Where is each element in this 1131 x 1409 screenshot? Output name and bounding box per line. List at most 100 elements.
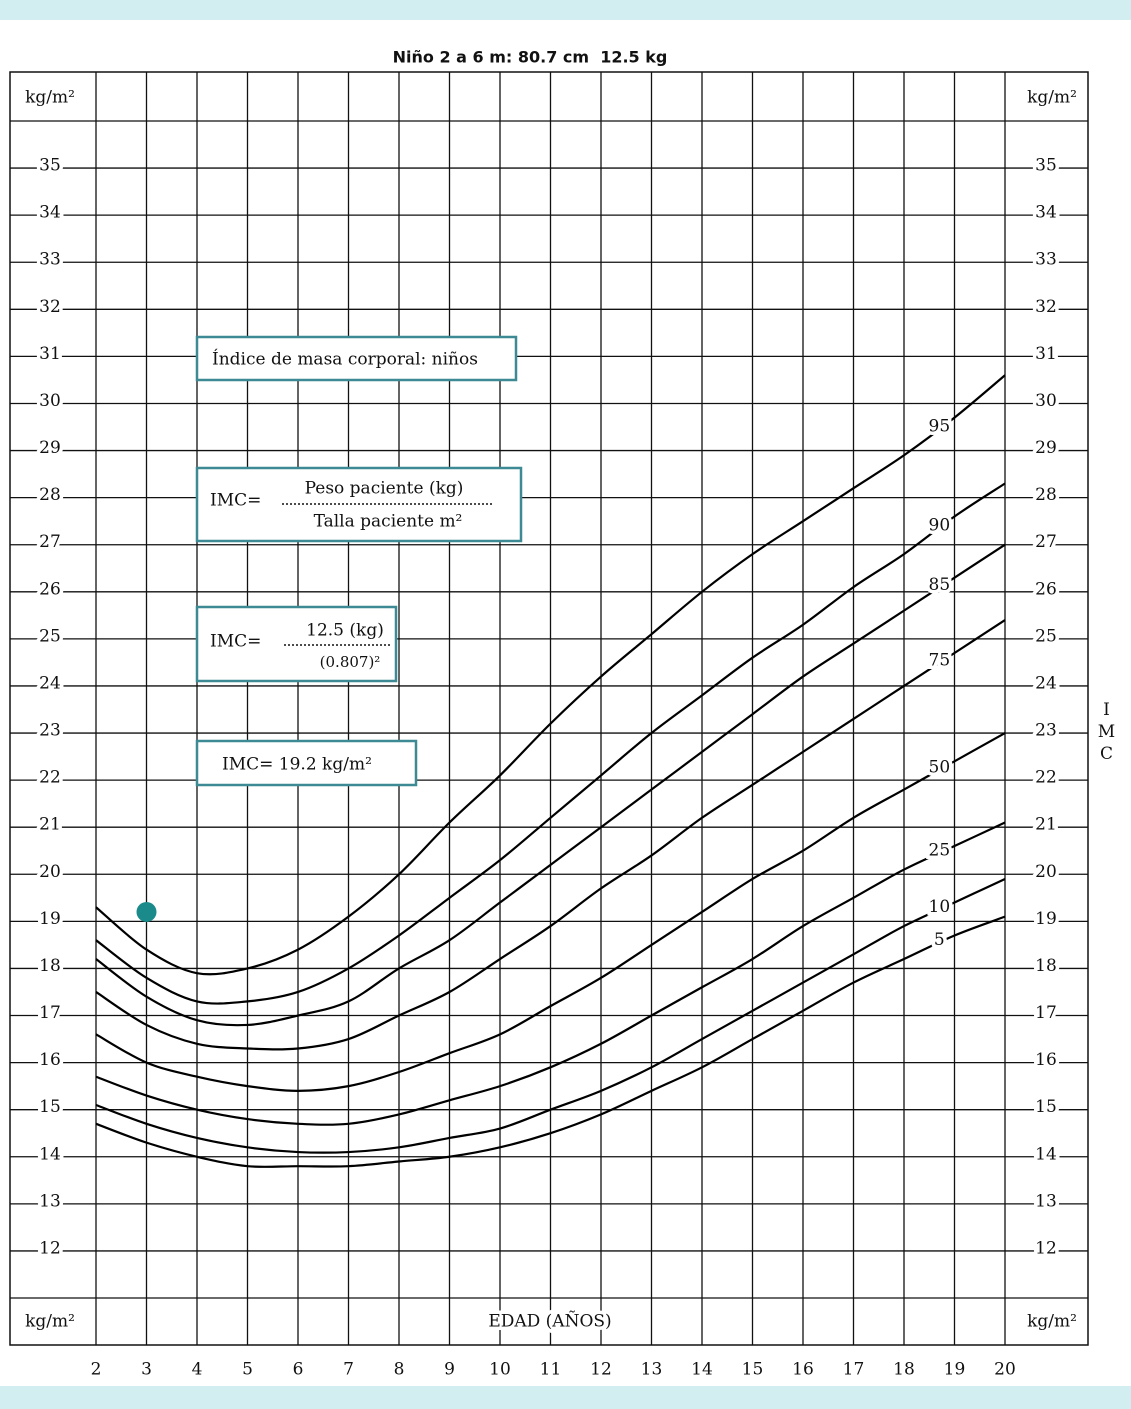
y-tick-label: 33 xyxy=(1035,250,1057,270)
x-tick-label: 17 xyxy=(843,1360,865,1380)
x-tick-label: 13 xyxy=(641,1360,663,1380)
annotation-box xyxy=(195,605,398,683)
y-tick-label: 25 xyxy=(1035,626,1057,646)
y-tick-label: 17 xyxy=(39,1003,61,1023)
annotation: (0.807)² xyxy=(320,653,381,671)
series-label: 5 xyxy=(934,930,945,950)
patient-point xyxy=(136,901,157,922)
y-tick-label: 28 xyxy=(1035,485,1057,505)
y-tick-label: 34 xyxy=(1035,203,1057,223)
x-tick-label: 6 xyxy=(293,1360,304,1380)
y-tick-label: 17 xyxy=(1035,1003,1057,1023)
y-tick-label: 22 xyxy=(39,768,61,788)
bottom-band xyxy=(0,1386,1131,1409)
y2-axis-label: IMC xyxy=(1097,700,1117,766)
annotation-box xyxy=(195,335,518,382)
top-band xyxy=(0,0,1131,20)
y-tick-label: 13 xyxy=(1035,1191,1057,1211)
y-tick-label: 20 xyxy=(39,862,61,882)
y-tick-label: 21 xyxy=(1035,815,1057,835)
x-tick-label: 11 xyxy=(540,1360,562,1380)
annotation-box xyxy=(195,739,418,787)
annotation: Índice de masa corporal: niños xyxy=(212,349,478,370)
frame xyxy=(9,71,1089,1346)
percentile-curve xyxy=(95,482,1006,1005)
y-tick-label: 30 xyxy=(1035,391,1057,411)
y-tick-label: 35 xyxy=(1035,156,1057,176)
y-tick-label: 34 xyxy=(39,203,61,223)
y-tick-label: 32 xyxy=(39,297,61,317)
y-tick-label: 26 xyxy=(39,579,61,599)
x-axis-label: EDAD (AÑOS) xyxy=(488,1311,611,1332)
curves xyxy=(95,374,1006,1168)
y-tick-label: 24 xyxy=(39,673,61,693)
percentile-curve xyxy=(95,732,1006,1092)
x-tick-label: 8 xyxy=(394,1360,405,1380)
y-tick-label: 22 xyxy=(1035,768,1057,788)
series-label: 10 xyxy=(929,897,951,917)
unit-label: kg/m² xyxy=(25,1312,75,1332)
percentile-curve xyxy=(95,821,1006,1126)
series-label: 95 xyxy=(929,416,951,436)
series-label: 85 xyxy=(929,575,951,595)
annotation: IMC= xyxy=(210,632,261,652)
percentile-curve xyxy=(95,543,1006,1027)
y-tick-label: 23 xyxy=(39,721,61,741)
percentile-curve xyxy=(95,619,1006,1051)
y-tick-label: 16 xyxy=(39,1050,61,1070)
x-tick-label: 14 xyxy=(691,1360,713,1380)
y-tick-label: 13 xyxy=(39,1191,61,1211)
x-tick-label: 16 xyxy=(792,1360,814,1380)
y-tick-label: 18 xyxy=(1035,956,1057,976)
y-tick-label: 24 xyxy=(1035,673,1057,693)
x-tick-label: 4 xyxy=(192,1360,203,1380)
x-tick-label: 19 xyxy=(944,1360,966,1380)
y-tick-label: 18 xyxy=(39,956,61,976)
y-tick-label: 14 xyxy=(39,1144,61,1164)
unit-label: kg/m² xyxy=(1027,88,1077,108)
annotation: 12.5 (kg) xyxy=(306,621,384,641)
y-tick-label: 30 xyxy=(39,391,61,411)
y-tick-label: 14 xyxy=(1035,1144,1057,1164)
unit-label: kg/m² xyxy=(1027,1312,1077,1332)
y-tick-label: 23 xyxy=(1035,721,1057,741)
y-tick-label: 35 xyxy=(39,156,61,176)
x-tick-label: 7 xyxy=(343,1360,354,1380)
y-tick-label: 19 xyxy=(1035,909,1057,929)
y-tick-label: 25 xyxy=(39,626,61,646)
y-tick-label: 33 xyxy=(39,250,61,270)
x-tick-label: 18 xyxy=(893,1360,915,1380)
percentile-curve xyxy=(95,877,1006,1154)
y-tick-label: 26 xyxy=(1035,579,1057,599)
x-tick-label: 12 xyxy=(590,1360,612,1380)
y-tick-label: 20 xyxy=(1035,862,1057,882)
y-tick-label: 15 xyxy=(1035,1097,1057,1117)
y-tick-label: 31 xyxy=(39,344,61,364)
annotation: Peso paciente (kg) xyxy=(305,479,464,499)
y-tick-label: 19 xyxy=(39,909,61,929)
annotation: Talla paciente m² xyxy=(314,512,463,532)
x-tick-label: 3 xyxy=(141,1360,152,1380)
x-tick-label: 10 xyxy=(489,1360,511,1380)
grid xyxy=(10,72,1088,1345)
y-tick-label: 12 xyxy=(39,1238,61,1258)
x-tick-label: 5 xyxy=(242,1360,253,1380)
percentile-curve xyxy=(95,374,1006,976)
x-tick-label: 15 xyxy=(742,1360,764,1380)
series-label: 50 xyxy=(929,757,951,777)
y-tick-label: 31 xyxy=(1035,344,1057,364)
chart-title: Niño 2 a 6 m: 80.7 cm 12.5 kg xyxy=(393,48,668,67)
percentile-curve xyxy=(95,915,1006,1168)
x-tick-label: 2 xyxy=(91,1360,102,1380)
y-tick-label: 21 xyxy=(39,815,61,835)
y-tick-label: 29 xyxy=(1035,438,1057,458)
annotation: IMC= xyxy=(210,491,261,511)
y-tick-label: 16 xyxy=(1035,1050,1057,1070)
y-tick-label: 15 xyxy=(39,1097,61,1117)
x-tick-label: 9 xyxy=(444,1360,455,1380)
annotation: IMC= 19.2 kg/m² xyxy=(222,755,372,775)
y-tick-label: 12 xyxy=(1035,1238,1057,1258)
series-label: 25 xyxy=(929,841,951,861)
series-label: 75 xyxy=(929,650,951,670)
